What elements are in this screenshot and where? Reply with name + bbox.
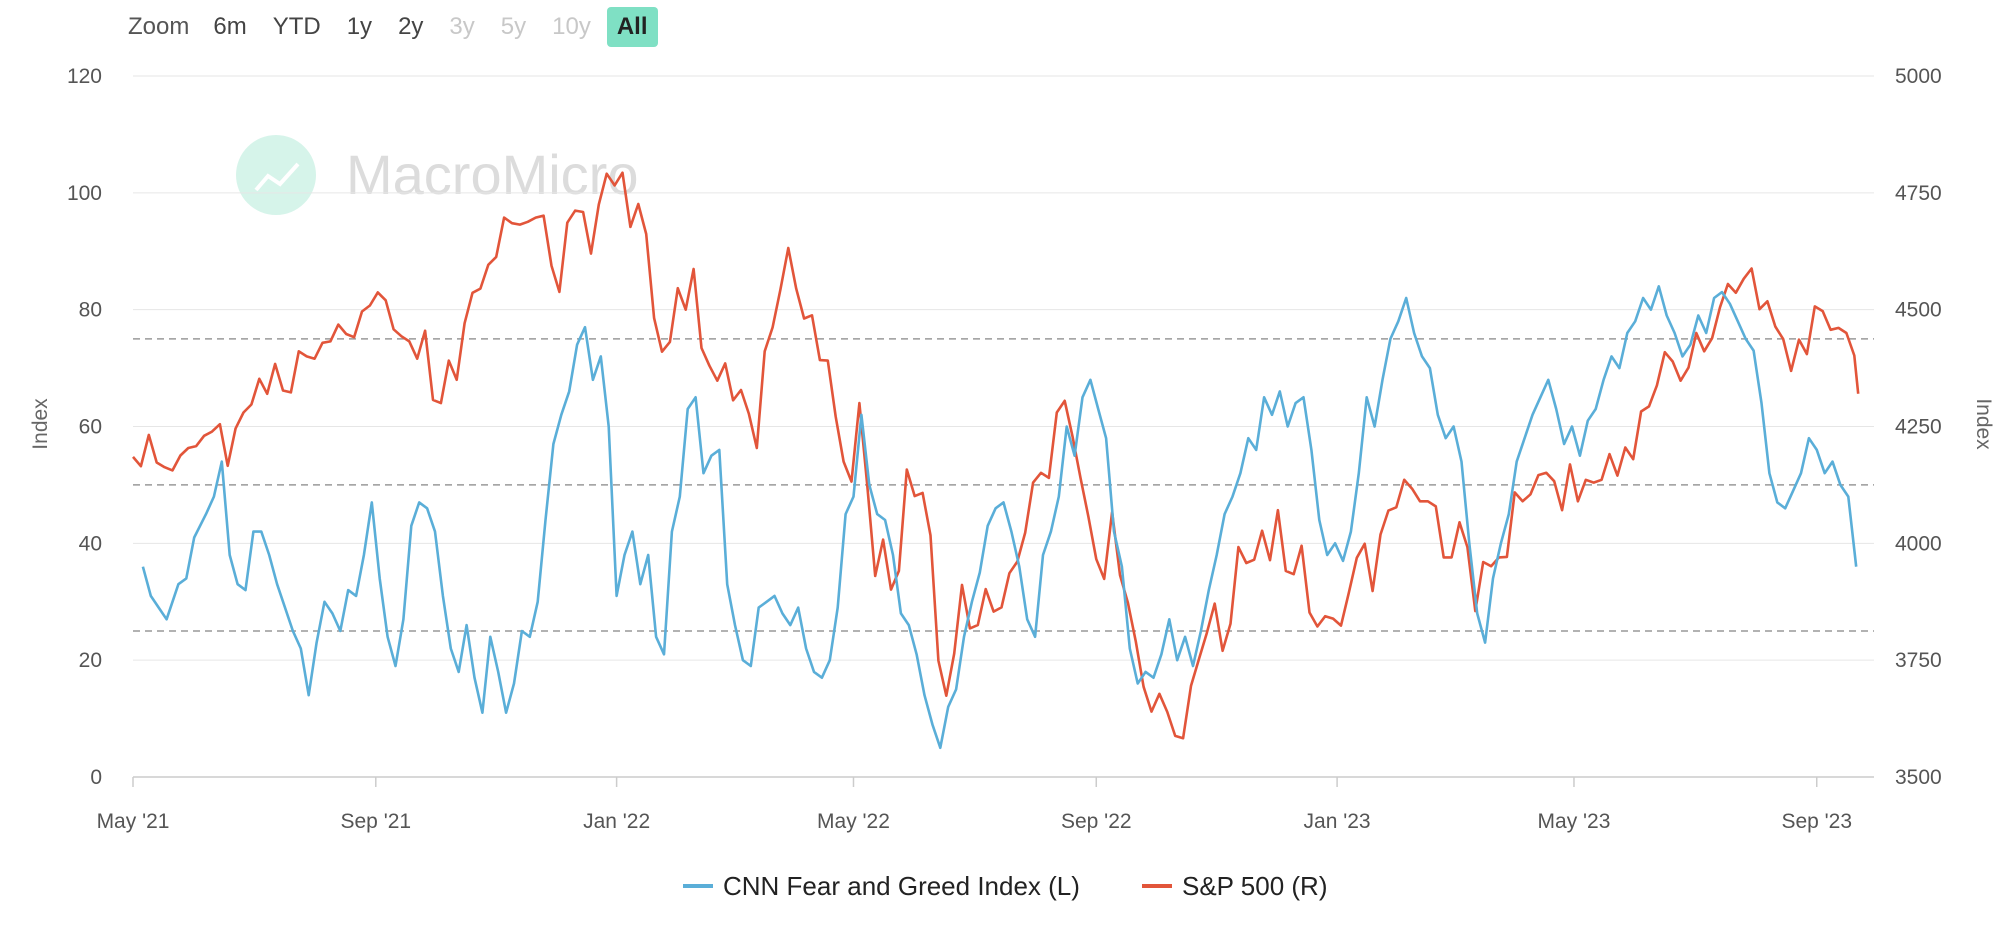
series-fear-greed-line[interactable] bbox=[141, 284, 1858, 750]
legend-item-fear-greed[interactable]: CNN Fear and Greed Index (L) bbox=[683, 871, 1080, 901]
left-tick-label: 20 bbox=[79, 649, 102, 672]
legend-label-sp500: S&P 500 (R) bbox=[1182, 871, 1327, 901]
left-tick-label: 120 bbox=[67, 65, 102, 88]
left-axis-ticks: 0 20 40 60 80 100 120 bbox=[67, 65, 102, 789]
legend-item-sp500[interactable]: S&P 500 (R) bbox=[1142, 871, 1327, 901]
watermark-logo-icon bbox=[236, 135, 316, 215]
series-layer bbox=[132, 171, 1860, 750]
grid bbox=[133, 75, 1874, 778]
x-tick-label: Sep '22 bbox=[1061, 810, 1132, 833]
left-tick-label: 60 bbox=[79, 416, 102, 439]
x-tick-label: May '23 bbox=[1538, 810, 1611, 833]
x-tick-label: Jan '22 bbox=[583, 810, 650, 833]
right-tick-label: 4250 bbox=[1895, 416, 1942, 439]
right-tick-label: 3750 bbox=[1895, 649, 1942, 672]
right-tick-label: 3500 bbox=[1895, 766, 1942, 789]
zoom-10y-button: 10y bbox=[552, 13, 591, 40]
x-tick-label: May '21 bbox=[97, 810, 170, 833]
right-tick-label: 4500 bbox=[1895, 299, 1942, 322]
zoom-6m-button[interactable]: 6m bbox=[213, 13, 247, 40]
watermark-text: MacroMicro bbox=[346, 143, 638, 206]
left-tick-label: 0 bbox=[90, 766, 102, 789]
legend-label-fear-greed: CNN Fear and Greed Index (L) bbox=[723, 871, 1080, 901]
watermark: MacroMicro bbox=[236, 135, 638, 215]
zoom-ytd-button[interactable]: YTD bbox=[272, 13, 321, 40]
right-axis-ticks: 3500 3750 4000 4250 4500 4750 5000 bbox=[1895, 65, 1942, 789]
zoom-3y-button: 3y bbox=[449, 13, 475, 40]
zoom-5y-button: 5y bbox=[500, 13, 527, 40]
series-sp500-line[interactable] bbox=[132, 171, 1860, 740]
right-tick-label: 5000 bbox=[1895, 65, 1942, 88]
left-tick-label: 80 bbox=[79, 299, 102, 322]
legend: CNN Fear and Greed Index (L) S&P 500 (R) bbox=[683, 871, 1327, 901]
x-tick-label: Jan '23 bbox=[1304, 810, 1371, 833]
zoom-1y-button[interactable]: 1y bbox=[346, 13, 373, 40]
x-tick-label: Sep '23 bbox=[1781, 810, 1852, 833]
x-tick-label: May '22 bbox=[817, 810, 890, 833]
zoom-2y-button[interactable]: 2y bbox=[398, 13, 424, 40]
right-tick-label: 4000 bbox=[1895, 532, 1942, 555]
zoom-all-button[interactable]: All bbox=[606, 7, 658, 47]
zoom-bar: Zoom 6m YTD 1y 2y 3y 5y 10y All bbox=[128, 6, 664, 48]
right-axis-title: Index bbox=[1972, 398, 1995, 450]
watermark-logo-mark bbox=[254, 162, 300, 192]
x-tick-label: Sep '21 bbox=[341, 810, 412, 833]
zoom-label: Zoom bbox=[128, 13, 190, 40]
left-axis-title: Index bbox=[29, 398, 52, 450]
reference-lines bbox=[133, 338, 1874, 632]
left-tick-label: 100 bbox=[67, 182, 102, 205]
x-axis: May '21 Sep '21 Jan '22 May '22 Sep '22 Jan '… bbox=[97, 776, 1874, 833]
left-tick-label: 40 bbox=[79, 532, 102, 555]
right-tick-label: 4750 bbox=[1895, 182, 1942, 205]
